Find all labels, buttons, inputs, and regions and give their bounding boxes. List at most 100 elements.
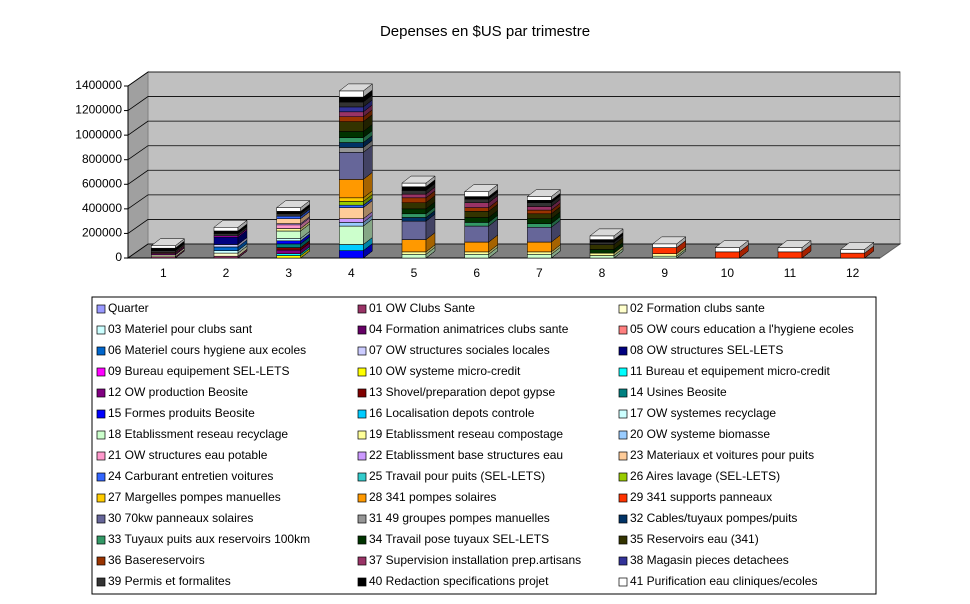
bar-segment <box>464 196 489 200</box>
bar-segment <box>527 200 552 203</box>
legend-swatch <box>96 493 106 503</box>
bar-segment <box>464 202 489 208</box>
bar-segment <box>715 251 740 259</box>
legend-label: 10 OW systeme micro-credit <box>369 364 521 378</box>
bar-segment <box>339 131 364 138</box>
bar-segment <box>151 245 176 249</box>
back-wall <box>147 71 901 245</box>
legend-swatch <box>96 409 106 419</box>
bar-segment <box>401 197 427 203</box>
legend-swatch <box>96 451 106 461</box>
legend-label: 07 OW structures sociales locales <box>369 343 550 357</box>
bar-segment <box>840 249 865 254</box>
legend-label: 31 49 groupes pompes manuelles <box>369 511 550 525</box>
bar-segment <box>339 179 364 199</box>
x-tick-label: 10 <box>721 266 735 280</box>
bar-segment <box>339 197 364 202</box>
legend-label: 13 Shovel/preparation depot gypse <box>369 385 555 399</box>
legend-swatch <box>357 556 367 566</box>
x-tick-label: 3 <box>285 266 292 280</box>
bar-segment <box>276 253 301 256</box>
side-wall <box>127 71 149 259</box>
bar-segment <box>652 255 677 259</box>
y-tick-label: 800000 <box>82 152 122 166</box>
legend-label: 33 Tuyaux puits aux reservoirs 100km <box>108 532 310 546</box>
legend-swatch <box>618 472 628 482</box>
legend-swatch <box>96 367 106 377</box>
bar-segment <box>652 247 677 254</box>
bar-segment <box>276 215 301 219</box>
y-tick-label: 600000 <box>82 176 122 190</box>
legend-label: 39 Permis et formalites <box>108 574 231 588</box>
legend-label: 12 OW production Beosite <box>108 385 248 399</box>
bar-segment <box>401 254 427 259</box>
grid-line <box>127 96 900 111</box>
legend-swatch <box>618 304 628 314</box>
bar-segment <box>213 255 239 259</box>
bar-top <box>463 184 499 192</box>
bar-segment <box>276 240 301 245</box>
legend-box <box>91 296 877 595</box>
bar-segment <box>401 208 427 215</box>
x-tick-label: 7 <box>536 266 543 280</box>
legend-label: 41 Purification eau cliniques/ecoles <box>630 574 817 588</box>
bar-segment <box>339 147 364 153</box>
bar-segment <box>401 190 427 195</box>
bar-segment <box>589 235 615 240</box>
bar-segment <box>589 244 615 250</box>
bar-segment <box>527 206 552 211</box>
bar-segment <box>401 193 427 199</box>
legend-label: 37 Supervision installation prep.artisan… <box>369 553 581 567</box>
bar-segment <box>276 218 301 224</box>
bar-segment <box>589 252 615 256</box>
y-tick-label: 1200000 <box>75 103 122 117</box>
x-tick-label: 5 <box>411 266 418 280</box>
grid-line <box>127 243 900 259</box>
bar-segment <box>276 238 301 242</box>
bar-segment <box>464 217 489 223</box>
grid-line <box>127 194 900 210</box>
bar-segment <box>527 196 552 201</box>
legend-swatch <box>357 304 367 314</box>
bar-segment <box>339 101 364 108</box>
x-tick-label: 1 <box>160 266 167 280</box>
bar-segment <box>339 250 364 259</box>
grid-line <box>127 120 900 136</box>
bar-segment <box>464 222 489 227</box>
bar-segment <box>339 207 364 219</box>
bar-segment <box>401 239 427 253</box>
legend-label: 04 Formation animatrices clubs sante <box>369 322 569 336</box>
bar-segment <box>276 211 301 215</box>
bar-segment <box>589 239 615 243</box>
legend-swatch <box>618 451 628 461</box>
legend-label: 19 Etablissment reseau compostage <box>369 427 563 441</box>
bar-segment <box>527 202 552 207</box>
legend-swatch <box>96 325 106 335</box>
legend-label: 28 341 pompes solaires <box>369 490 496 504</box>
legend-label: 22 Etablissment base structures eau <box>369 448 563 462</box>
bar-segment <box>777 247 803 253</box>
bar-top <box>526 189 562 197</box>
bar-segment <box>339 90 364 98</box>
bar-segment <box>213 227 239 232</box>
legend-label: 16 Localisation depots controle <box>369 406 535 420</box>
bar-segment <box>589 249 615 254</box>
legend-label: 27 Margelles pompes manuelles <box>108 490 281 504</box>
legend-swatch <box>357 514 367 524</box>
bar-segment <box>527 241 552 253</box>
bar-segment <box>339 142 364 148</box>
bar-segment <box>339 152 364 180</box>
legend-swatch <box>618 325 628 335</box>
legend-label: 05 OW cours education a l'hygiene ecoles <box>630 322 854 336</box>
legend-swatch <box>96 304 106 314</box>
legend-swatch <box>357 409 367 419</box>
bar-segment <box>213 246 239 251</box>
legend-label: 03 Materiel pour clubs sant <box>108 322 253 336</box>
legend-label: Quarter <box>108 301 149 315</box>
bar-top <box>777 240 812 248</box>
bar-segment <box>401 220 427 240</box>
legend-swatch <box>357 325 367 335</box>
bar-segment <box>464 225 489 243</box>
legend-swatch <box>96 472 106 482</box>
x-tick-label: 6 <box>473 266 480 280</box>
